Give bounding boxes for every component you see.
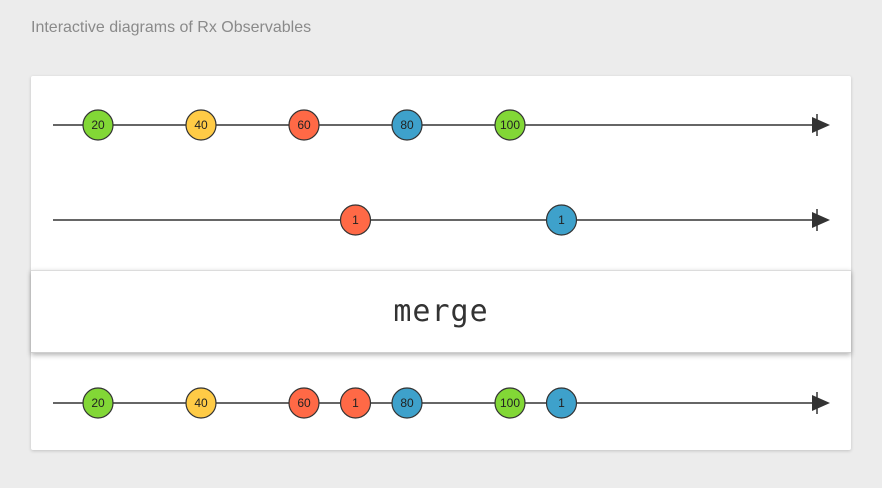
marble: 60 (288, 387, 320, 419)
marble-circle (391, 109, 423, 141)
marble[interactable]: 80 (391, 109, 423, 141)
marble-circle (494, 387, 526, 419)
marble: 1 (545, 387, 578, 419)
marble-circle (288, 387, 320, 419)
marble-circle (185, 109, 217, 141)
marble: 100 (494, 387, 526, 419)
marble: 80 (391, 387, 423, 419)
marble-circle (391, 387, 423, 419)
marble-circle (288, 109, 320, 141)
marble: 20 (82, 387, 114, 419)
marble-circle (339, 204, 372, 236)
marble: 1 (339, 387, 372, 419)
marble-circle (545, 387, 578, 419)
page-title: Interactive diagrams of Rx Observables (31, 19, 312, 36)
marble: 40 (185, 387, 217, 419)
marble-circle (82, 387, 114, 419)
output-timeline: 20 40 60 1 80 100 1 (53, 387, 830, 419)
marble[interactable]: 20 (82, 109, 114, 141)
arrow-head-icon (812, 117, 830, 133)
operator-box[interactable]: merge (31, 270, 851, 353)
marble[interactable]: 1 (545, 204, 578, 236)
marble-circle (545, 204, 578, 236)
diagram-card (31, 76, 851, 450)
marble-circle (82, 109, 114, 141)
marble-circle (339, 387, 372, 419)
marble[interactable]: 60 (288, 109, 320, 141)
marble-circle (185, 387, 217, 419)
arrow-head-icon (812, 212, 830, 228)
marble[interactable]: 100 (494, 109, 526, 141)
marble-circle (494, 109, 526, 141)
input-timeline-1: 20 40 60 80 100 (53, 109, 830, 141)
marble[interactable]: 1 (339, 204, 372, 236)
marble[interactable]: 40 (185, 109, 217, 141)
arrow-head-icon (812, 395, 830, 411)
operator-label: merge (393, 294, 489, 329)
